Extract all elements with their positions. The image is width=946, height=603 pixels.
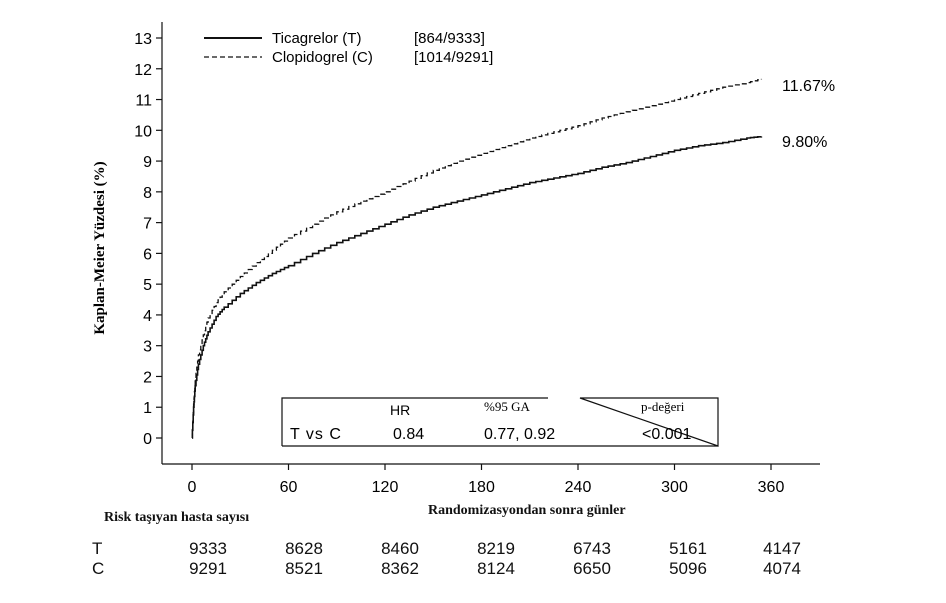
risk-cell: 8521 — [285, 559, 323, 578]
y-axis-title: Kaplan-Meier Yüzdesi (%) — [92, 161, 108, 334]
risk-row-label: T — [92, 539, 103, 558]
stats-header-ci: %95 GA — [484, 399, 530, 414]
legend-count-ticagrelor: [864/9333] — [414, 30, 485, 47]
stats-header-p: p-değeri — [641, 399, 685, 414]
stats-table: HR %95 GA p-değeri T vs C 0.84 0.77, 0.9… — [281, 397, 719, 447]
stats-table-border — [281, 397, 719, 447]
risk-row-c: C 9291 8521 8362 8124 6650 5096 4074 — [0, 559, 946, 579]
y-tick-label: 12 — [134, 62, 152, 79]
y-tick-label: 6 — [143, 246, 152, 263]
series-line-clopidogrel — [191, 78, 763, 439]
risk-table-title: Risk taşıyan hasta sayısı — [104, 510, 250, 525]
stats-value-hr: 0.84 — [393, 426, 424, 443]
y-tick-label: 9 — [143, 154, 152, 171]
stats-value-ci: 0.77, 0.92 — [484, 426, 555, 443]
risk-cell: 6743 — [573, 539, 611, 558]
x-tick-label: 300 — [661, 479, 688, 496]
risk-row-t: T 9333 8628 8460 8219 6743 5161 4147 — [0, 539, 946, 559]
y-tick-label: 1 — [143, 400, 152, 417]
legend-label-clopidogrel: Clopidogrel (C) — [272, 49, 373, 66]
risk-cell: 8460 — [381, 539, 419, 558]
x-tick-label: 360 — [758, 479, 785, 496]
legend-label-ticagrelor: Ticagrelor (T) — [272, 30, 361, 47]
stats-header-hr: HR — [390, 402, 410, 418]
risk-cell: 8362 — [381, 559, 419, 578]
y-tick-label: 3 — [143, 339, 152, 356]
end-label-ticagrelor: 9.80% — [782, 134, 827, 151]
y-tick-label: 4 — [143, 308, 152, 325]
y-tick-label: 10 — [134, 123, 152, 140]
chart-legend: Ticagrelor (T) [864/9333] Clopidogrel (C… — [204, 30, 493, 66]
y-tick-label: 8 — [143, 185, 152, 202]
risk-row-label: C — [92, 559, 105, 578]
risk-cell: 4074 — [763, 559, 801, 578]
end-labels: 11.67% 9.80% — [782, 78, 835, 151]
risk-cell: 4147 — [763, 539, 801, 558]
x-tick-label: 240 — [565, 479, 592, 496]
y-tick-label: 7 — [143, 216, 152, 233]
risk-cell: 8219 — [477, 539, 515, 558]
legend-count-clopidogrel: [1014/9291] — [414, 49, 493, 66]
stats-row-label: T vs C — [290, 426, 342, 443]
y-tick-label: 2 — [143, 369, 152, 386]
y-tick-label: 0 — [143, 431, 152, 448]
series-line-ticagrelor — [191, 136, 763, 439]
chart-axes — [161, 22, 820, 465]
x-tick-label: 120 — [372, 479, 399, 496]
risk-cell: 9291 — [189, 559, 227, 578]
risk-cell: 9333 — [189, 539, 227, 558]
y-tick-label: 13 — [134, 31, 152, 48]
y-tick-label: 11 — [135, 93, 152, 110]
y-tick-label: 5 — [143, 277, 152, 294]
x-axis-title: Randomizasyondan sonra günler — [428, 503, 626, 518]
x-tick-label: 180 — [468, 479, 495, 496]
risk-cell: 5096 — [669, 559, 707, 578]
x-tick-label: 60 — [280, 479, 298, 496]
stats-value-p: <0.001 — [642, 426, 691, 443]
risk-cell: 6650 — [573, 559, 611, 578]
chart-series — [191, 78, 763, 439]
risk-cell: 5161 — [669, 539, 707, 558]
risk-cell: 8124 — [477, 559, 515, 578]
risk-cell: 8628 — [285, 539, 323, 558]
x-tick-label: 0 — [188, 479, 197, 496]
end-label-clopidogrel: 11.67% — [782, 78, 835, 95]
